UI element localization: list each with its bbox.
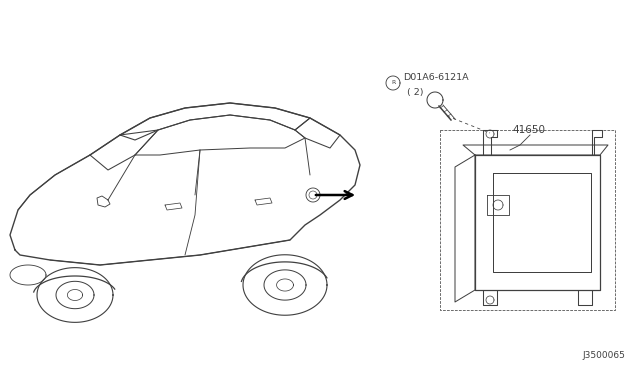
Text: R: R [391,80,395,86]
Text: J3500065: J3500065 [582,351,625,360]
Text: D01A6-6121A: D01A6-6121A [403,74,468,83]
Text: 41650: 41650 [512,125,545,135]
Text: ( 2): ( 2) [407,87,424,96]
